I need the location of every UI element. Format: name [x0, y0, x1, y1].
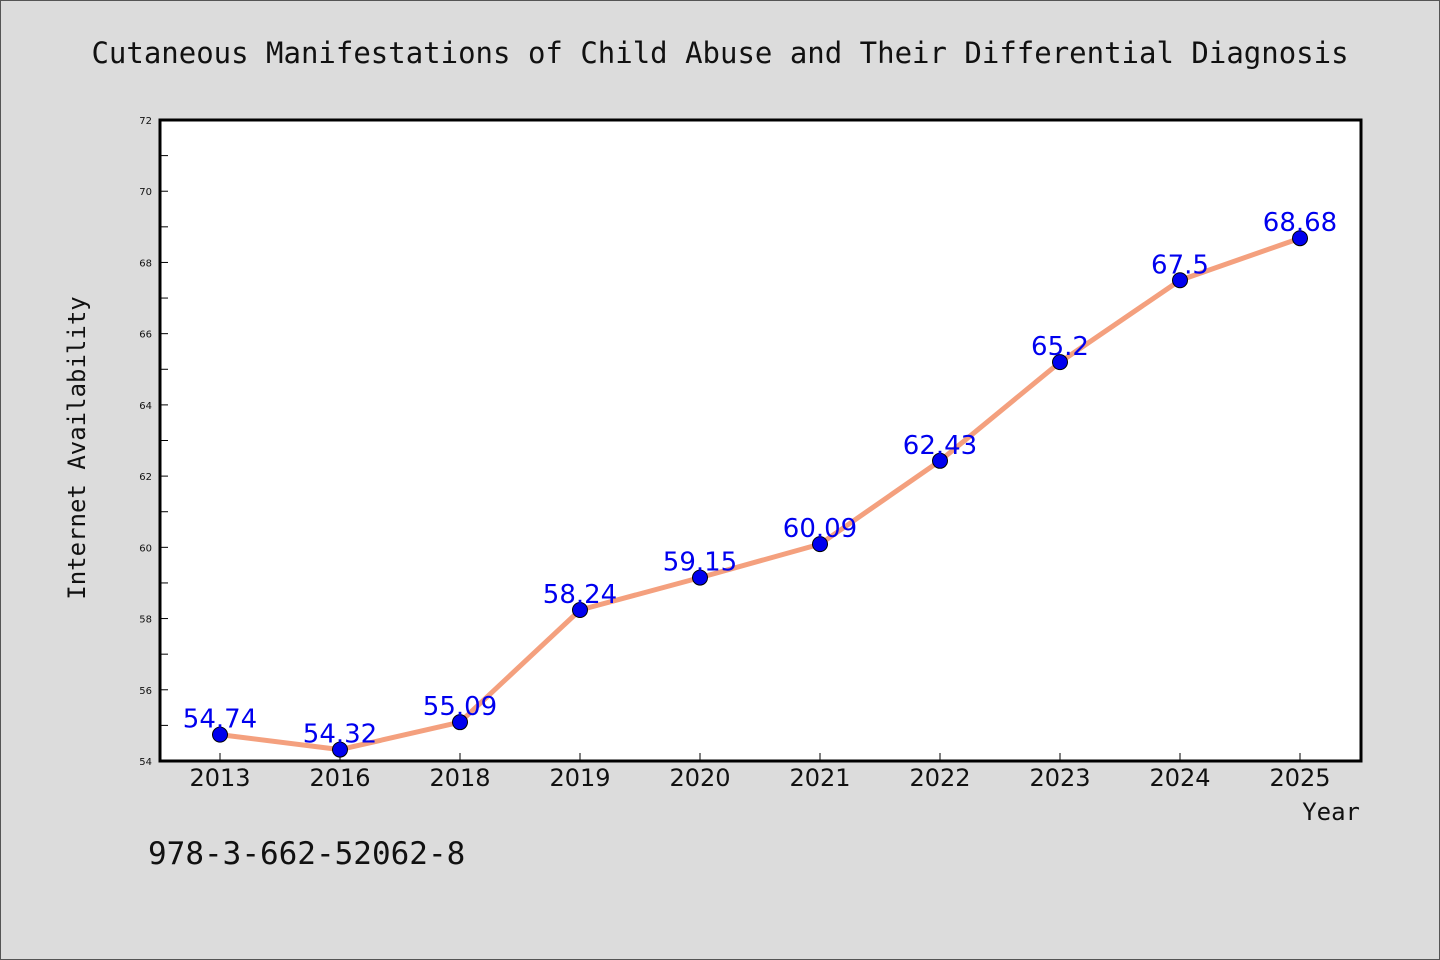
- y-axis: 54 56 58 60 62 64 66 68 70 72: [139, 116, 168, 768]
- series-line: [217, 235, 1303, 753]
- data-label: 58.24: [543, 580, 617, 610]
- x-tick-label: 2018: [429, 764, 490, 792]
- y-axis-label: Internet Availability: [63, 296, 91, 599]
- x-axis: 2013 2016 2018 2019 2020 2021 2022 2023 2024 2025: [189, 753, 1331, 792]
- data-point: [812, 536, 828, 553]
- y-tick-label: 54: [139, 757, 152, 768]
- y-tick-label: 72: [139, 116, 152, 127]
- x-axis-label: Year: [1302, 798, 1360, 826]
- y-tick-label: 68: [139, 258, 152, 269]
- data-label: 54.32: [303, 720, 377, 750]
- data-point: [1052, 354, 1068, 371]
- data-label: 68.68: [1263, 208, 1337, 238]
- y-tick-label: 64: [139, 401, 152, 412]
- x-tick-label: 2022: [909, 764, 970, 792]
- y-tick-label: 60: [139, 543, 152, 554]
- series-group: 54.74 54.32 55.09 58.24 59.15 60.09 62.43 65.2 6…: [183, 208, 1337, 758]
- y-tick-label: 62: [139, 472, 152, 483]
- data-point: [692, 569, 708, 586]
- data-point: [572, 602, 588, 619]
- chart-title: Cutaneous Manifestations of Child Abuse …: [91, 36, 1348, 70]
- x-tick-label: 2021: [789, 764, 850, 792]
- y-tick-label: 56: [139, 686, 152, 697]
- y-tick-label: 66: [139, 330, 152, 341]
- plot-area: [158, 118, 1363, 763]
- data-label: 62.43: [903, 431, 977, 461]
- x-tick-label: 2019: [549, 764, 610, 792]
- data-point: [932, 452, 948, 469]
- data-point: [1172, 272, 1188, 289]
- data-label: 65.2: [1031, 332, 1089, 362]
- data-label: 54.74: [183, 705, 257, 735]
- x-tick-label: 2023: [1029, 764, 1090, 792]
- data-point: [1292, 230, 1308, 247]
- data-label: 55.09: [423, 692, 497, 722]
- x-tick-label: 2020: [669, 764, 730, 792]
- x-tick-label: 2025: [1269, 764, 1330, 792]
- data-point: [452, 714, 468, 731]
- x-tick-label: 2024: [1149, 764, 1210, 792]
- data-point: [212, 726, 228, 743]
- data-label: 59.15: [663, 548, 737, 578]
- data-label: 67.5: [1151, 250, 1209, 280]
- data-point: [332, 741, 348, 758]
- x-tick-label: 2016: [309, 764, 370, 792]
- isbn-footnote: 978-3-662-52062-8: [148, 836, 465, 872]
- x-tick-label: 2013: [189, 764, 250, 792]
- y-tick-label: 70: [139, 187, 152, 198]
- data-label: 60.09: [783, 514, 857, 544]
- y-tick-label: 58: [139, 615, 152, 626]
